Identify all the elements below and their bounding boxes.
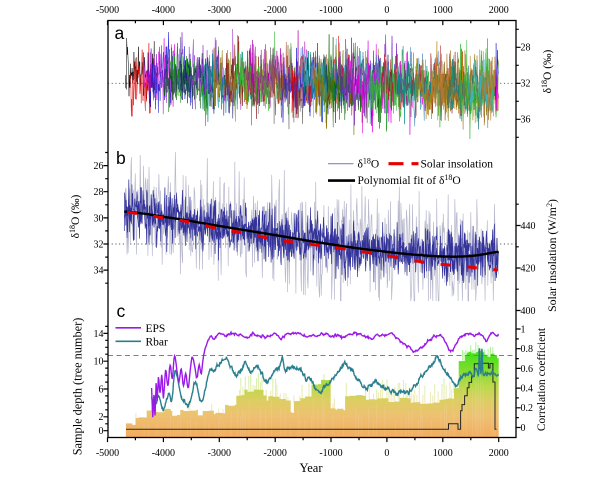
svg-text:Polynomial fit of δ18O: Polynomial fit of δ18O: [358, 173, 461, 187]
svg-text:Solar insolation: Solar insolation: [421, 158, 494, 170]
svg-text:EPS: EPS: [146, 323, 166, 335]
svg-text:28: 28: [94, 187, 104, 198]
svg-text:b: b: [116, 148, 126, 168]
svg-text:Solar insolation (W/m2): Solar insolation (W/m2): [545, 199, 559, 312]
svg-text:-4000: -4000: [152, 5, 175, 16]
svg-text:2000: 2000: [489, 5, 509, 16]
svg-text:6: 6: [99, 384, 104, 395]
svg-text:0.4: 0.4: [521, 384, 534, 395]
svg-text:14: 14: [94, 329, 104, 340]
svg-text:-2000: -2000: [264, 5, 287, 16]
svg-text:-5000: -5000: [96, 5, 119, 16]
svg-text:36: 36: [521, 115, 531, 126]
svg-text:0.8: 0.8: [521, 344, 534, 355]
svg-text:-1000: -1000: [319, 5, 342, 16]
svg-text:Year: Year: [299, 461, 323, 475]
svg-text:Sample depth (tree number): Sample depth (tree number): [71, 318, 85, 456]
svg-text:-3000: -3000: [208, 448, 231, 459]
svg-text:2000: 2000: [489, 448, 509, 459]
svg-text:420: 420: [521, 263, 536, 274]
svg-text:-1000: -1000: [319, 448, 342, 459]
svg-text:28: 28: [521, 43, 531, 54]
svg-text:1: 1: [521, 324, 526, 335]
svg-text:400: 400: [521, 306, 536, 317]
svg-text:30: 30: [94, 213, 104, 224]
svg-text:1000: 1000: [433, 448, 453, 459]
svg-text:Rbar: Rbar: [146, 336, 169, 348]
svg-text:0.6: 0.6: [521, 364, 534, 375]
svg-text:Correlation coefficient: Correlation coefficient: [536, 327, 548, 431]
svg-text:26: 26: [94, 161, 104, 172]
svg-text:2: 2: [99, 412, 104, 423]
svg-text:0: 0: [521, 423, 526, 434]
svg-text:10: 10: [94, 357, 104, 368]
svg-text:-3000: -3000: [208, 5, 231, 16]
svg-text:0.2: 0.2: [521, 403, 534, 414]
svg-text:0: 0: [99, 426, 104, 437]
svg-text:1000: 1000: [433, 5, 453, 16]
svg-text:34: 34: [94, 266, 104, 277]
svg-text:32: 32: [521, 79, 531, 90]
svg-text:-4000: -4000: [152, 448, 175, 459]
svg-text:0: 0: [384, 5, 389, 16]
svg-text:32: 32: [94, 239, 104, 250]
svg-text:440: 440: [521, 221, 536, 232]
svg-text:-2000: -2000: [264, 448, 287, 459]
svg-text:c: c: [117, 301, 126, 321]
svg-text:a: a: [115, 23, 125, 43]
svg-text:0: 0: [384, 448, 389, 459]
svg-text:-5000: -5000: [96, 448, 119, 459]
